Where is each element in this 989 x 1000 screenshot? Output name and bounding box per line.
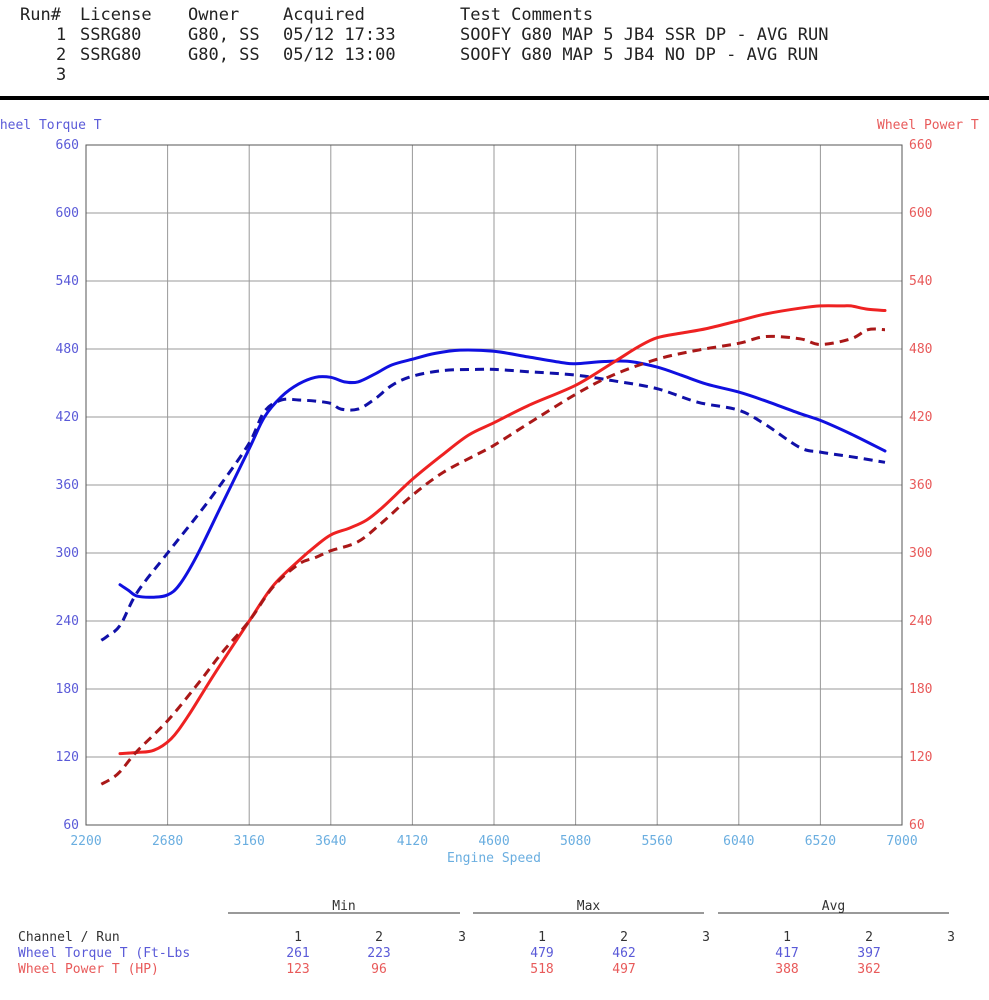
stats-group-label: Min <box>332 899 355 914</box>
stats-value: 123 <box>286 962 309 977</box>
y-left-tick-label: 600 <box>56 206 79 221</box>
run-number: 3 <box>56 65 67 85</box>
y-left-tick-label: 180 <box>56 682 79 697</box>
plot-frame <box>85 144 903 826</box>
y-right-tick-label: 120 <box>909 750 932 765</box>
y-left-tick-label: 540 <box>56 274 79 289</box>
y-left-tick-label: 420 <box>56 410 79 425</box>
y-left-tick-label: 60 <box>63 818 79 833</box>
chart-grid <box>85 144 903 826</box>
torque-run-2-line <box>100 367 886 642</box>
y-right-tick-label: 180 <box>909 682 932 697</box>
stats-run-label: 2 <box>865 930 873 945</box>
stats-value: 497 <box>612 962 635 977</box>
stats-channel-label: Wheel Torque T (Ft-Lbs <box>18 946 190 961</box>
chart-series <box>100 304 887 786</box>
x-tick-label: 5080 <box>560 834 591 849</box>
y-left-tick-label: 120 <box>56 750 79 765</box>
y-right-tick-label: 300 <box>909 546 932 561</box>
run-comment: SOOFY G80 MAP 5 JB4 SSR DP - AVG RUN <box>460 25 829 45</box>
y-left-tick-label: 300 <box>56 546 79 561</box>
stats-value: 261 <box>286 946 309 961</box>
y-right-tick-label: 600 <box>909 206 932 221</box>
x-tick-label: 6040 <box>723 834 754 849</box>
run-owner: G80, SS <box>188 25 260 45</box>
y-right-tick-label: 360 <box>909 478 932 493</box>
col-run: Run# <box>20 5 61 25</box>
run-acquired: 05/12 17:33 <box>283 25 396 45</box>
stats-header-label: Channel / Run <box>18 930 120 945</box>
stats-value: 462 <box>612 946 635 961</box>
stats-run-label: 2 <box>375 930 383 945</box>
run-number: 1 <box>56 25 67 45</box>
stats-run-label: 3 <box>458 930 466 945</box>
run-header: Run# License Owner Acquired Test Comment… <box>0 0 989 98</box>
power-run-2-line <box>100 327 886 786</box>
stats-run-label: 3 <box>947 930 955 945</box>
col-comments: Test Comments <box>460 5 594 25</box>
x-tick-label: 3160 <box>234 834 265 849</box>
x-tick-label: 2680 <box>152 834 183 849</box>
stats-run-label: 2 <box>620 930 628 945</box>
stats-value: 417 <box>775 946 798 961</box>
y-right-tick-label: 60 <box>909 818 925 833</box>
stats-value: 397 <box>857 946 880 961</box>
y-right-tick-label: 480 <box>909 342 932 357</box>
x-tick-label: 7000 <box>886 834 917 849</box>
run-number: 2 <box>56 45 67 65</box>
stats-channel-label: Wheel Power T (HP) <box>18 962 159 977</box>
torque-run-1-line <box>118 348 887 599</box>
run-license: SSRG80 <box>80 45 142 65</box>
y-right-axis-title: Wheel Power T <box>877 118 979 133</box>
y-left-tick-label: 660 <box>56 138 79 153</box>
stats-value: 362 <box>857 962 880 977</box>
run-comment: SOOFY G80 MAP 5 JB4 NO DP - AVG RUN <box>460 45 819 65</box>
stats-value: 96 <box>371 962 387 977</box>
y-left-tick-label: 480 <box>56 342 79 357</box>
x-axis-title: Engine Speed <box>447 851 541 866</box>
x-tick-label: 3640 <box>315 834 346 849</box>
x-tick-label: 5560 <box>642 834 673 849</box>
stats-group-label: Max <box>577 899 601 914</box>
stats-group-label: Avg <box>822 899 845 914</box>
y-left-axis-title: Wheel Torque T <box>0 118 102 133</box>
stats-run-label: 1 <box>538 930 546 945</box>
stats-run-label: 3 <box>702 930 710 945</box>
y-left-tick-label: 240 <box>56 614 79 629</box>
col-license: License <box>80 5 152 25</box>
col-owner: Owner <box>188 5 240 25</box>
stats-value: 518 <box>530 962 553 977</box>
y-right-tick-label: 240 <box>909 614 932 629</box>
x-tick-label: 4120 <box>397 834 428 849</box>
y-right-tick-label: 420 <box>909 410 932 425</box>
chart-axes: 660 660 600 600 540 540 480 480 420 420 360 360 300 3… <box>0 118 979 866</box>
header-divider <box>0 96 989 100</box>
run-acquired: 05/12 13:00 <box>283 45 396 65</box>
power-run-1-line <box>118 304 887 756</box>
x-tick-label: 2200 <box>70 834 101 849</box>
y-right-tick-label: 540 <box>909 274 932 289</box>
run-owner: G80, SS <box>188 45 260 65</box>
stats-value: 479 <box>530 946 553 961</box>
run-license: SSRG80 <box>80 25 142 45</box>
x-tick-label: 4600 <box>478 834 509 849</box>
y-right-tick-label: 660 <box>909 138 932 153</box>
stats-run-label: 1 <box>294 930 302 945</box>
stats-value: 388 <box>775 962 798 977</box>
stats-value: 223 <box>367 946 390 961</box>
x-tick-label: 6520 <box>805 834 836 849</box>
col-acquired: Acquired <box>283 5 365 25</box>
y-left-tick-label: 360 <box>56 478 79 493</box>
stats-run-label: 1 <box>783 930 791 945</box>
